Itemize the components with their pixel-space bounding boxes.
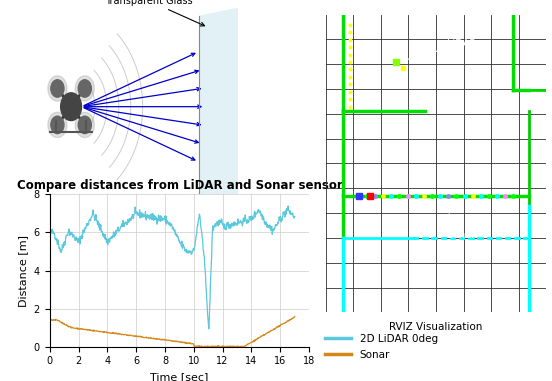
Legend: 2D LiDAR 0deg, Sonar: 2D LiDAR 0deg, Sonar xyxy=(325,334,438,360)
Text: Transparent Glass: Transparent Glass xyxy=(105,0,205,26)
2D LiDAR 0deg xyxy=(231,223,238,228)
Circle shape xyxy=(78,116,91,134)
Sonar xyxy=(157,338,164,342)
Sonar xyxy=(291,314,298,319)
Circle shape xyxy=(51,116,64,134)
Circle shape xyxy=(78,80,91,97)
Sonar xyxy=(46,317,53,322)
2D LiDAR 0deg xyxy=(210,226,217,231)
Circle shape xyxy=(51,80,64,97)
Y-axis label: Distance [m]: Distance [m] xyxy=(18,235,28,306)
2D LiDAR 0deg xyxy=(46,229,53,234)
Sonar xyxy=(197,344,204,349)
Line: 2D LiDAR 0deg: 2D LiDAR 0deg xyxy=(50,206,295,329)
2D LiDAR 0deg xyxy=(285,203,291,208)
2D LiDAR 0deg xyxy=(191,248,198,252)
Text: Sonar: Sonar xyxy=(447,214,475,240)
Circle shape xyxy=(75,76,94,101)
X-axis label: Time [sec]: Time [sec] xyxy=(150,372,209,381)
Text: RVIZ Visualization: RVIZ Visualization xyxy=(389,322,483,332)
Sonar xyxy=(90,329,97,333)
Line: Sonar: Sonar xyxy=(50,317,295,347)
Text: LiDAR: LiDAR xyxy=(402,39,476,62)
Circle shape xyxy=(75,112,94,138)
Sonar xyxy=(231,344,238,349)
2D LiDAR 0deg xyxy=(291,214,298,219)
2D LiDAR 0deg xyxy=(90,208,97,212)
Circle shape xyxy=(48,112,67,138)
Sonar xyxy=(109,331,116,336)
Sonar xyxy=(210,344,217,349)
Sonar xyxy=(191,344,198,348)
2D LiDAR 0deg xyxy=(109,234,116,238)
Circle shape xyxy=(61,93,82,120)
Title: Compare distances from LiDAR and Sonar sensor: Compare distances from LiDAR and Sonar s… xyxy=(17,179,342,192)
Circle shape xyxy=(48,76,67,101)
2D LiDAR 0deg xyxy=(157,219,164,224)
Polygon shape xyxy=(199,8,238,206)
2D LiDAR 0deg xyxy=(205,327,212,331)
